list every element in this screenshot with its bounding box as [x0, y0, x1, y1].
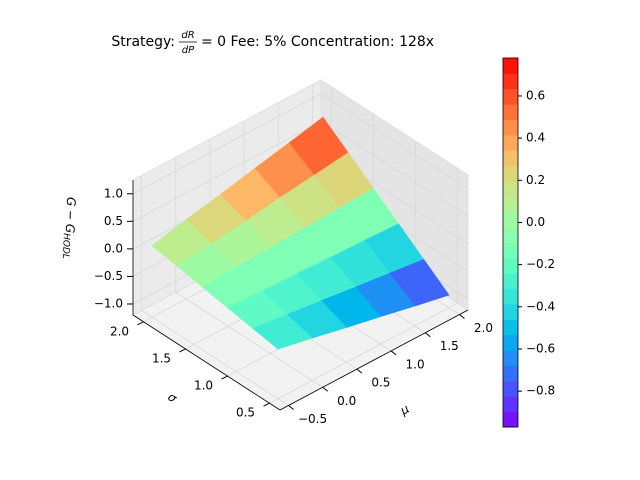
colorbar-tick-label: 0.6: [526, 88, 545, 102]
x-tick-label: 2.0: [474, 321, 493, 335]
colorbar-frame: [502, 57, 519, 428]
z-label-main: G − G: [63, 197, 78, 234]
colorbar-band: [503, 58, 518, 74]
colorbar-band: [503, 227, 518, 243]
axis-line: [132, 314, 281, 411]
grid-line: [320, 120, 469, 217]
colorbar-band: [503, 396, 518, 413]
tick-mark: [424, 332, 431, 338]
tick-mark: [356, 368, 363, 374]
y-axis-label: σ: [165, 390, 180, 406]
z-tick-label: 0.5: [104, 214, 123, 228]
z-tick-label: −1.0: [94, 296, 123, 310]
tick-mark: [263, 402, 270, 407]
x-tick-label: 0.0: [337, 394, 356, 408]
colorbar-band: [503, 211, 518, 228]
tick-mark: [322, 386, 329, 392]
colorbar-band: [503, 288, 518, 305]
colorbar-band: [503, 350, 518, 366]
colorbar-band: [503, 134, 518, 151]
tick-mark: [288, 405, 294, 410]
surface-patch: [252, 314, 313, 350]
colorbar-tick-label: 0.2: [526, 173, 545, 187]
colorbar-band: [503, 104, 518, 120]
x-tick-label: −0.5: [298, 412, 327, 426]
colorbar-band: [503, 150, 518, 167]
colorbar-band: [503, 181, 518, 197]
colorbar-band: [503, 257, 518, 274]
colorbar-band: [503, 380, 518, 397]
colorbar-band: [503, 304, 518, 320]
x-tick-label: 0.5: [371, 376, 390, 390]
x-tick-label: 1.0: [406, 357, 425, 371]
grid-line: [269, 302, 458, 404]
colorbar-tick-label: −0.2: [526, 257, 555, 271]
colorbar-band: [503, 242, 518, 259]
tick-mark: [390, 350, 397, 356]
colorbar-band: [503, 196, 518, 213]
grid-line: [132, 93, 322, 195]
z-tick-label: 1.0: [104, 186, 123, 200]
axis-line: [279, 309, 469, 411]
tick-mark: [221, 375, 228, 380]
grid-line: [141, 310, 289, 406]
title-suffix: = 0 Fee: 5% Concentration: 128x: [201, 34, 434, 50]
y-tick-label: 1.0: [194, 379, 213, 393]
title-denominator: dP: [182, 45, 195, 56]
title-numerator: dR: [181, 30, 194, 41]
colorbar-tick-label: 0.4: [526, 131, 545, 145]
colorbar-band: [503, 319, 518, 336]
x-axis-label: μ: [397, 401, 412, 418]
colorbar-tick-label: 0.0: [526, 215, 545, 229]
colorbar-band: [503, 88, 518, 105]
y-tick-label: 0.5: [236, 406, 255, 420]
colorbar-band: [503, 119, 518, 136]
z-tick-label: −0.5: [94, 269, 123, 283]
tick-mark: [459, 314, 465, 319]
grid-line: [175, 291, 323, 388]
colorbar-band: [503, 411, 518, 428]
colorbar-band: [503, 334, 518, 351]
z-axis-label: G − GHODL: [60, 197, 78, 260]
colorbar-tick-label: −0.4: [526, 299, 555, 313]
y-tick-label: 1.5: [152, 351, 171, 365]
z-tick-label: 0.0: [104, 241, 123, 255]
z-label-sub: HODL: [60, 233, 71, 259]
tick-mark: [179, 348, 186, 353]
grid-line: [132, 120, 322, 222]
colorbar-band: [503, 273, 518, 290]
colorbar-tick-label: −0.8: [526, 384, 555, 398]
colorbar-band: [503, 365, 518, 382]
colorbar-band: [503, 73, 518, 90]
x-tick-label: 1.5: [440, 339, 459, 353]
y-tick-label: 2.0: [110, 324, 129, 338]
title-prefix: Strategy:: [111, 34, 175, 50]
tick-mark: [137, 321, 144, 326]
colorbar-band: [503, 165, 518, 182]
grid-line: [320, 93, 469, 190]
colorbar-tick-label: −0.6: [526, 341, 555, 355]
